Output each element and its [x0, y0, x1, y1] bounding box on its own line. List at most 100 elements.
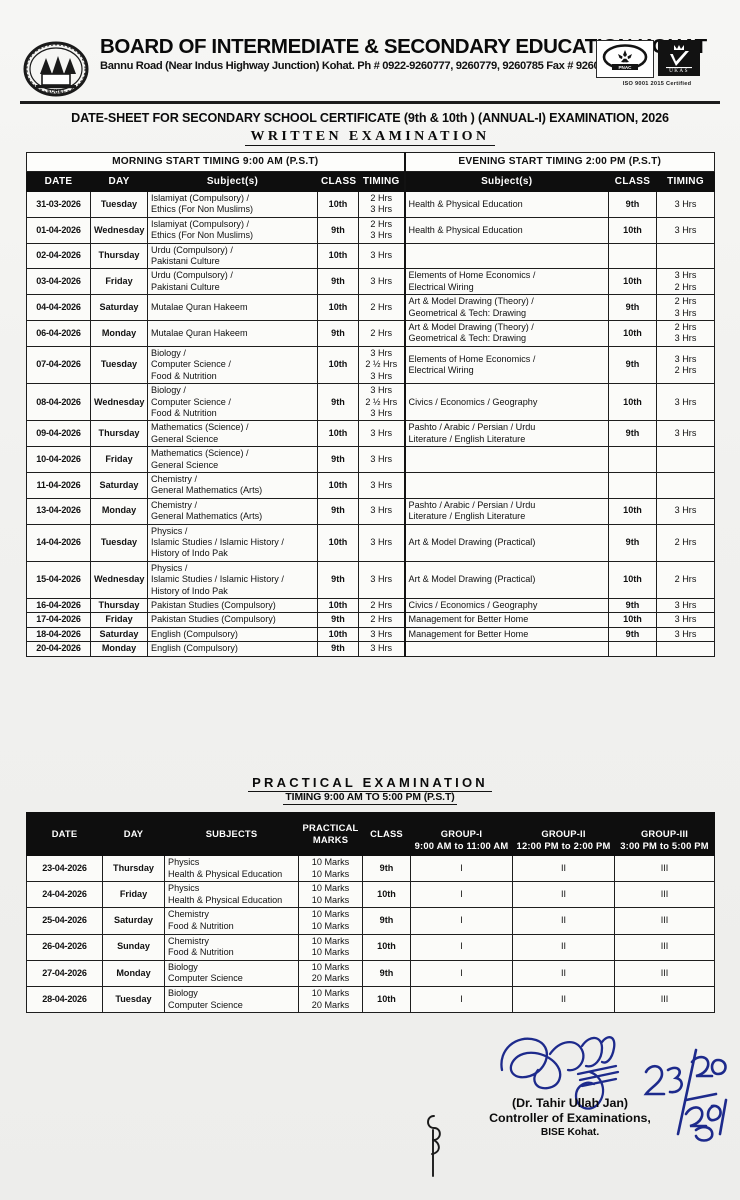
row-evening-subject — [403, 446, 609, 473]
row-morning-subject: Physics / Islamic Studies / Islamic Histo… — [147, 523, 318, 562]
row-morning-subject: English (Compulsory) — [147, 641, 318, 657]
row-day: Friday — [90, 268, 148, 296]
table-row: 09-04-2026 Thursday Mathematics (Science) … — [26, 420, 716, 448]
col-class-morning: CLASS — [317, 171, 359, 192]
row-evening-subject — [403, 641, 609, 657]
row-subjects: Chemistry Food & Nutrition — [164, 933, 299, 961]
pcol-day: DAY — [102, 812, 165, 856]
row-evening-class: 10th — [608, 560, 657, 600]
row-evening-timing: 3 Hrs 2 Hrs — [655, 345, 716, 385]
row-subjects: Physics Health & Physical Education — [164, 854, 299, 883]
row-day: Thursday — [90, 420, 148, 448]
row-evening-class: 9th — [608, 294, 657, 322]
row-evening-timing: 3 Hrs — [655, 191, 716, 218]
table-row: 01-04-2026 Wednesday Islamiyat (Compulsory… — [26, 216, 716, 244]
table-row: 20-04-2026 Monday English (Compulsory) 9th 3… — [26, 641, 716, 657]
row-class: 9th — [362, 854, 411, 883]
row-evening-timing — [655, 446, 716, 473]
row-date: 08-04-2026 — [26, 383, 91, 422]
row-morning-timing: 2 Hrs — [358, 320, 405, 347]
row-evening-class: 9th — [608, 597, 657, 614]
table-row: 18-04-2026 Saturday English (Compulsory) 10… — [26, 626, 716, 643]
row-group3: III — [614, 959, 715, 987]
ukas-accreditation-icon: UKAS — [658, 40, 700, 76]
row-day: Monday — [90, 497, 148, 525]
row-group1: I — [410, 854, 513, 883]
row-evening-timing — [655, 242, 716, 270]
row-evening-class — [608, 641, 657, 657]
row-group3: III — [614, 985, 715, 1014]
row-morning-class: 10th — [317, 345, 359, 385]
row-morning-subject: Pakistan Studies (Compulsory) — [147, 612, 318, 628]
row-day: Saturday — [102, 907, 165, 935]
row-date: 10-04-2026 — [26, 446, 91, 473]
row-morning-timing: 2 Hrs 3 Hrs — [358, 191, 405, 218]
row-evening-timing: 3 Hrs — [655, 597, 716, 614]
table-row: 28-04-2026 Tuesday Biology Computer Science… — [26, 985, 715, 1014]
row-morning-subject: Mutalae Quran Hakeem — [147, 294, 318, 322]
session-header-row: MORNING START TIMING 9:00 AM (P.S.T) EVE… — [26, 152, 716, 172]
signature-block — [430, 1020, 730, 1180]
row-evening-timing: 3 Hrs — [655, 497, 716, 525]
table-row: 07-04-2026 Tuesday Biology / Computer Scien… — [26, 345, 716, 385]
row-day: Friday — [90, 446, 148, 473]
row-day: Tuesday — [90, 523, 148, 562]
svg-text:KOHAT: KOHAT — [47, 89, 64, 95]
row-morning-class: 10th — [317, 523, 359, 562]
org-identity: BOARD OF INTERMEDIATE & SECONDARY EDUCAT… — [100, 36, 707, 73]
row-morning-subject: Islamiyat (Compulsory) / Ethics (For Non … — [147, 191, 318, 218]
table-row: 14-04-2026 Tuesday Physics / Islamic Studie… — [26, 523, 716, 562]
row-date: 16-04-2026 — [26, 597, 91, 614]
row-date: 27-04-2026 — [26, 959, 103, 987]
row-evening-timing: 3 Hrs — [655, 612, 716, 628]
row-marks: 10 Marks 20 Marks — [298, 959, 363, 987]
row-evening-subject: Health & Physical Education — [403, 191, 609, 218]
pcol-group3: GROUP-III 3:00 PM to 5:00 PM — [614, 812, 715, 856]
row-group3: III — [614, 907, 715, 935]
initial-mark-icon — [420, 1110, 450, 1185]
row-evening-timing: 3 Hrs — [655, 383, 716, 422]
row-evening-subject: Art & Model Drawing (Practical) — [403, 560, 609, 600]
header-divider — [20, 101, 720, 104]
col-timing-evening: TIMING — [655, 171, 716, 192]
row-date: 02-04-2026 — [26, 242, 91, 270]
col-subject-evening: Subject(s) — [403, 171, 609, 192]
row-morning-subject: Chemistry / General Mathematics (Arts) — [147, 497, 318, 525]
row-morning-class: 10th — [317, 242, 359, 270]
table-row: 08-04-2026 Wednesday Biology / Computer Sci… — [26, 383, 716, 422]
row-evening-subject — [403, 471, 609, 499]
row-morning-class: 9th — [317, 446, 359, 473]
row-day: Saturday — [90, 294, 148, 322]
row-evening-subject: Civics / Economics / Geography — [403, 383, 609, 422]
row-evening-class: 9th — [608, 345, 657, 385]
row-marks: 10 Marks 20 Marks — [298, 985, 363, 1014]
row-date: 15-04-2026 — [26, 560, 91, 600]
row-day: Friday — [90, 612, 148, 628]
pcol-class: CLASS — [362, 812, 411, 856]
handwritten-signature-icon — [490, 1020, 660, 1135]
table-row: 25-04-2026 Saturday Chemistry Food & Nutrit… — [26, 907, 715, 935]
svg-text:UKAS: UKAS — [669, 68, 689, 74]
row-group1: I — [410, 881, 513, 909]
row-morning-subject: Pakistan Studies (Compulsory) — [147, 597, 318, 614]
practical-column-header-row: DATE DAY SUBJECTS PRACTICAL MARKS CLASS G… — [26, 812, 715, 856]
row-date: 09-04-2026 — [26, 420, 91, 448]
row-evening-timing — [655, 471, 716, 499]
row-group3: III — [614, 881, 715, 909]
row-morning-subject: Mathematics (Science) / General Science — [147, 446, 318, 473]
row-group2: II — [512, 985, 615, 1014]
table-row: 16-04-2026 Thursday Pakistan Studies (Comp… — [26, 597, 716, 614]
org-address: Bannu Road (Near Indus Highway Junction)… — [100, 60, 617, 72]
row-date: 26-04-2026 — [26, 933, 103, 961]
written-column-header-row: DATE DAY Subject(s) CLASS TIMING Subject… — [26, 171, 716, 192]
row-group2: II — [512, 881, 615, 909]
row-morning-timing: 3 Hrs — [358, 242, 405, 270]
letterhead: KOHAT BOARD OF INTERMEDIATE & SECONDARY … — [0, 34, 740, 104]
table-row: 27-04-2026 Monday Biology Computer Science 1… — [26, 959, 715, 987]
row-evening-timing: 2 Hrs — [655, 523, 716, 562]
row-morning-class: 9th — [317, 268, 359, 296]
svg-text:PNAC: PNAC — [618, 65, 632, 70]
table-row: 11-04-2026 Saturday Chemistry / General Mat… — [26, 471, 716, 499]
row-day: Friday — [102, 881, 165, 909]
table-row: 10-04-2026 Friday Mathematics (Science) / G… — [26, 446, 716, 473]
